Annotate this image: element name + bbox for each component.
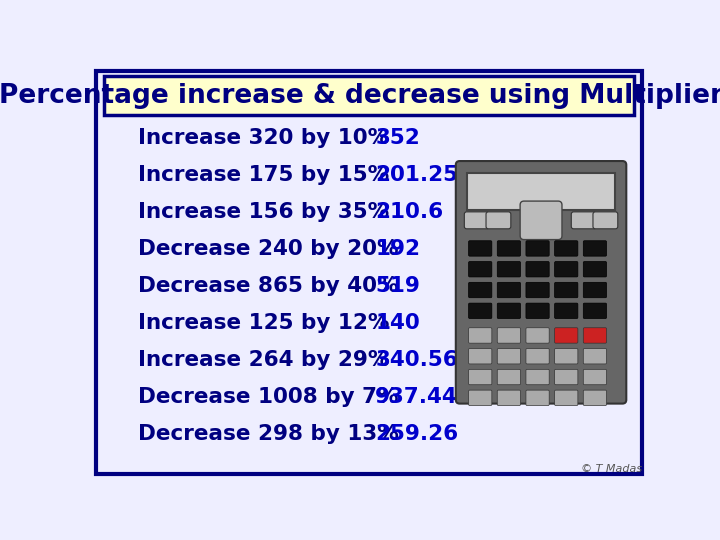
Text: Increase 156 by 35%: Increase 156 by 35% [138, 202, 390, 222]
Text: Percentage increase & decrease using Multipliers: Percentage increase & decrease using Mul… [0, 83, 720, 110]
Text: Increase 175 by 15%: Increase 175 by 15% [138, 165, 390, 185]
FancyBboxPatch shape [526, 303, 549, 319]
FancyBboxPatch shape [498, 369, 521, 384]
Text: 192: 192 [375, 239, 420, 259]
Text: Increase 125 by 12%: Increase 125 by 12% [138, 313, 390, 333]
FancyBboxPatch shape [526, 241, 549, 256]
FancyBboxPatch shape [554, 261, 578, 277]
Text: © T Madas: © T Madas [580, 464, 642, 475]
Text: Decrease 298 by 13%: Decrease 298 by 13% [138, 423, 399, 444]
FancyBboxPatch shape [498, 303, 521, 319]
FancyBboxPatch shape [526, 369, 549, 384]
FancyBboxPatch shape [583, 328, 606, 343]
FancyBboxPatch shape [593, 212, 618, 229]
FancyBboxPatch shape [583, 369, 606, 384]
FancyBboxPatch shape [498, 390, 521, 406]
Text: 210.6: 210.6 [375, 202, 444, 222]
FancyBboxPatch shape [526, 328, 549, 343]
FancyBboxPatch shape [469, 261, 492, 277]
Text: 201.25: 201.25 [375, 165, 458, 185]
FancyBboxPatch shape [583, 282, 606, 298]
FancyBboxPatch shape [498, 348, 521, 364]
FancyBboxPatch shape [583, 261, 606, 277]
FancyBboxPatch shape [571, 212, 596, 229]
FancyBboxPatch shape [554, 328, 578, 343]
Text: Decrease 1008 by 7%: Decrease 1008 by 7% [138, 387, 399, 407]
FancyBboxPatch shape [464, 212, 489, 229]
FancyBboxPatch shape [469, 303, 492, 319]
FancyBboxPatch shape [554, 241, 578, 256]
FancyBboxPatch shape [469, 369, 492, 384]
Text: 937.44: 937.44 [375, 387, 458, 407]
Text: 340.56: 340.56 [375, 350, 458, 370]
FancyBboxPatch shape [554, 369, 578, 384]
Text: 352: 352 [375, 128, 420, 148]
Text: 140: 140 [375, 313, 420, 333]
FancyBboxPatch shape [469, 282, 492, 298]
FancyBboxPatch shape [554, 348, 578, 364]
FancyBboxPatch shape [526, 261, 549, 277]
FancyBboxPatch shape [554, 282, 578, 298]
FancyBboxPatch shape [469, 348, 492, 364]
FancyBboxPatch shape [104, 76, 634, 115]
Text: 259.26: 259.26 [375, 423, 459, 444]
FancyBboxPatch shape [469, 241, 492, 256]
FancyBboxPatch shape [498, 261, 521, 277]
FancyBboxPatch shape [554, 390, 578, 406]
FancyBboxPatch shape [526, 348, 549, 364]
Text: Increase 264 by 29%: Increase 264 by 29% [138, 350, 390, 370]
FancyBboxPatch shape [583, 390, 606, 406]
Text: Decrease 240 by 20%: Decrease 240 by 20% [138, 239, 399, 259]
FancyBboxPatch shape [583, 348, 606, 364]
FancyBboxPatch shape [583, 241, 606, 256]
FancyBboxPatch shape [486, 212, 510, 229]
FancyBboxPatch shape [96, 71, 642, 475]
FancyBboxPatch shape [469, 328, 492, 343]
FancyBboxPatch shape [456, 161, 626, 403]
FancyBboxPatch shape [554, 303, 578, 319]
FancyBboxPatch shape [498, 282, 521, 298]
FancyBboxPatch shape [498, 328, 521, 343]
FancyBboxPatch shape [526, 390, 549, 406]
Text: Decrease 865 by 40%: Decrease 865 by 40% [138, 276, 399, 296]
Text: 519: 519 [375, 276, 420, 296]
FancyBboxPatch shape [526, 282, 549, 298]
FancyBboxPatch shape [583, 303, 606, 319]
Text: Increase 320 by 10%: Increase 320 by 10% [138, 128, 390, 148]
FancyBboxPatch shape [469, 390, 492, 406]
FancyBboxPatch shape [520, 201, 562, 240]
FancyBboxPatch shape [467, 173, 615, 210]
FancyBboxPatch shape [498, 241, 521, 256]
